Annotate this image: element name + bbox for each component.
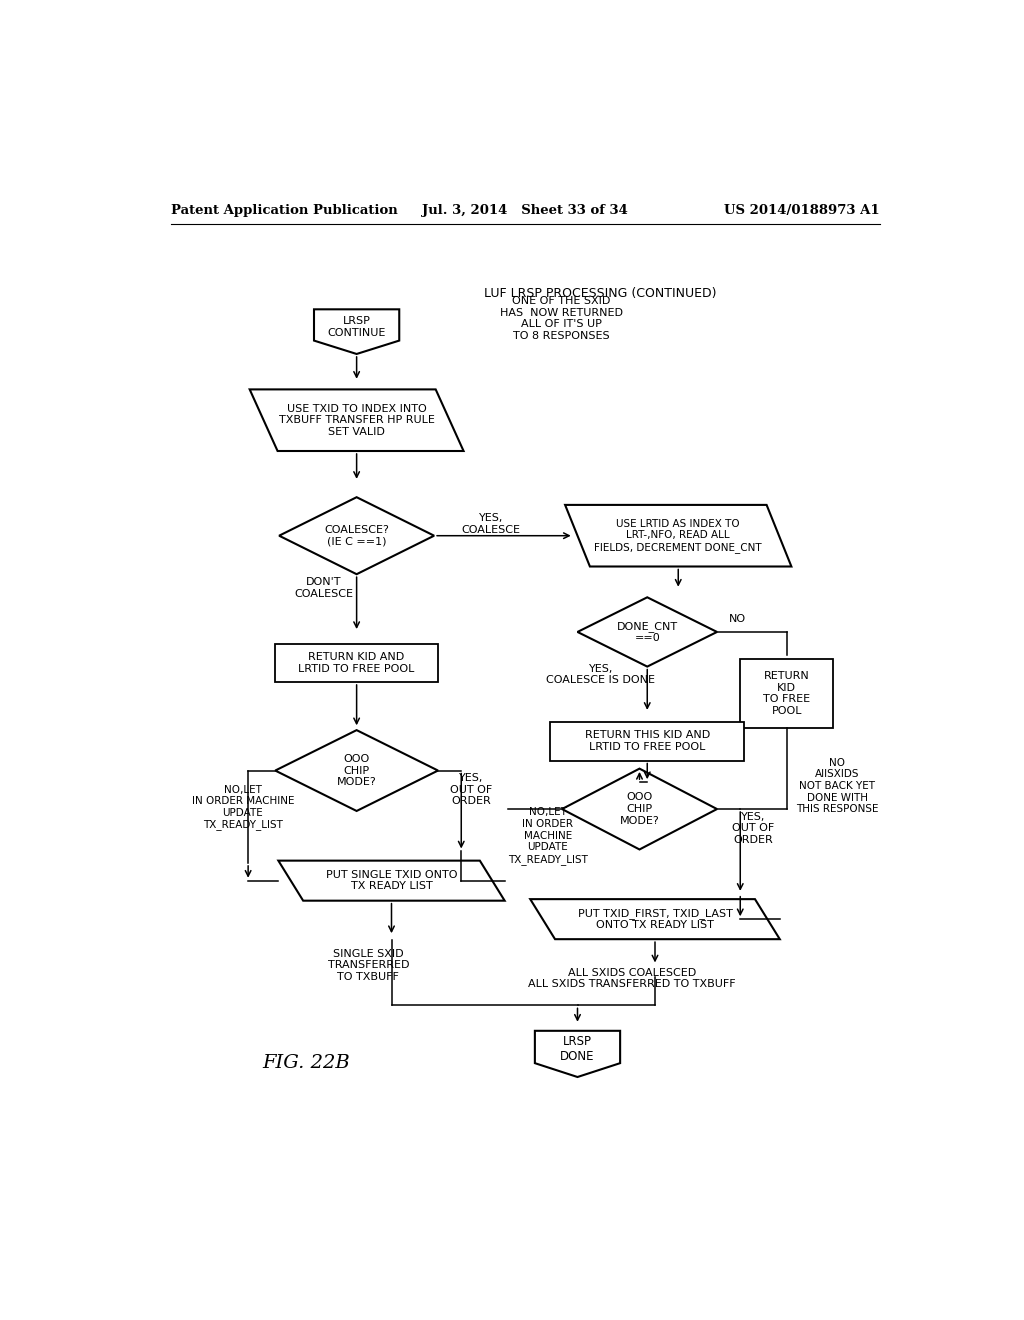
Text: NO
AllSXIDS
NOT BACK YET
DONE WITH
THIS RESPONSE: NO AllSXIDS NOT BACK YET DONE WITH THIS … [796, 758, 879, 814]
Polygon shape [578, 597, 717, 667]
Polygon shape [275, 730, 438, 810]
Bar [740, 659, 834, 729]
Text: YES,
OUT OF
ORDER: YES, OUT OF ORDER [450, 774, 492, 807]
Text: USE TXID TO INDEX INTO
TXBUFF TRANSFER HP RULE
SET VALID: USE TXID TO INDEX INTO TXBUFF TRANSFER H… [279, 404, 434, 437]
Text: SINGLE SXID
TRANSFERRED
TO TXBUFF: SINGLE SXID TRANSFERRED TO TXBUFF [328, 949, 409, 982]
Text: NO,LET
IN ORDER
MACHINE
UPDATE
TX_READY_LIST: NO,LET IN ORDER MACHINE UPDATE TX_READY_… [508, 808, 588, 865]
Text: Jul. 3, 2014   Sheet 33 of 34: Jul. 3, 2014 Sheet 33 of 34 [422, 205, 628, 218]
Text: LUF LRSP PROCESSING (CONTINUED): LUF LRSP PROCESSING (CONTINUED) [484, 286, 717, 300]
Text: US 2014/0188973 A1: US 2014/0188973 A1 [724, 205, 880, 218]
Text: OOO
CHIP
MODE?: OOO CHIP MODE? [620, 792, 659, 825]
Polygon shape [279, 861, 505, 900]
Text: ALL SXIDS COALESCED
ALL SXIDS TRANSFERRED TO TXBUFF: ALL SXIDS COALESCED ALL SXIDS TRANSFERRE… [528, 968, 735, 989]
Text: PUT TXID_FIRST, TXID_LAST
ONTO TX READY LIST: PUT TXID_FIRST, TXID_LAST ONTO TX READY … [578, 908, 732, 931]
Polygon shape [250, 389, 464, 451]
Text: YES,
OUT OF
ORDER: YES, OUT OF ORDER [732, 812, 775, 845]
Text: RETURN KID AND
LRTID TO FREE POOL: RETURN KID AND LRTID TO FREE POOL [298, 652, 415, 673]
Polygon shape [535, 1031, 621, 1077]
Text: LRSP
DONE: LRSP DONE [560, 1035, 595, 1064]
Text: DON'T
COALESCE: DON'T COALESCE [295, 577, 353, 599]
Text: NO: NO [729, 614, 745, 624]
Polygon shape [562, 768, 717, 850]
Text: USE LRTID AS INDEX TO
LRT-,NFO, READ ALL
FIELDS, DECREMENT DONE_CNT: USE LRTID AS INDEX TO LRT-,NFO, READ ALL… [595, 519, 762, 553]
Polygon shape [314, 309, 399, 354]
Text: OOO
CHIP
MODE?: OOO CHIP MODE? [337, 754, 377, 787]
Text: RETURN THIS KID AND
LRTID TO FREE POOL: RETURN THIS KID AND LRTID TO FREE POOL [585, 730, 710, 752]
Text: YES,
COALESCE IS DONE: YES, COALESCE IS DONE [546, 664, 655, 685]
Bar [275, 644, 438, 682]
Text: COALESCE?
(IE C ==1): COALESCE? (IE C ==1) [325, 525, 389, 546]
Text: YES,
COALESCE: YES, COALESCE [461, 513, 520, 535]
Text: LRSP
CONTINUE: LRSP CONTINUE [328, 317, 386, 338]
Text: NO,LET
IN ORDER MACHINE
UPDATE
TX_READY_LIST: NO,LET IN ORDER MACHINE UPDATE TX_READY_… [191, 784, 294, 830]
Polygon shape [530, 899, 779, 940]
Text: Patent Application Publication: Patent Application Publication [171, 205, 397, 218]
Text: FIG. 22B: FIG. 22B [262, 1055, 350, 1072]
Text: ONE OF THE SXID
HAS  NOW RETURNED
ALL OF IT'S UP
TO 8 RESPONSES: ONE OF THE SXID HAS NOW RETURNED ALL OF … [500, 296, 623, 341]
Text: PUT SINGLE TXID ONTO
TX READY LIST: PUT SINGLE TXID ONTO TX READY LIST [326, 870, 458, 891]
Bar [550, 722, 744, 760]
Text: DONE_CNT
==0: DONE_CNT ==0 [616, 620, 678, 643]
Polygon shape [280, 498, 434, 574]
Text: RETURN
KID
TO FREE
POOL: RETURN KID TO FREE POOL [763, 671, 810, 715]
Polygon shape [565, 506, 792, 566]
